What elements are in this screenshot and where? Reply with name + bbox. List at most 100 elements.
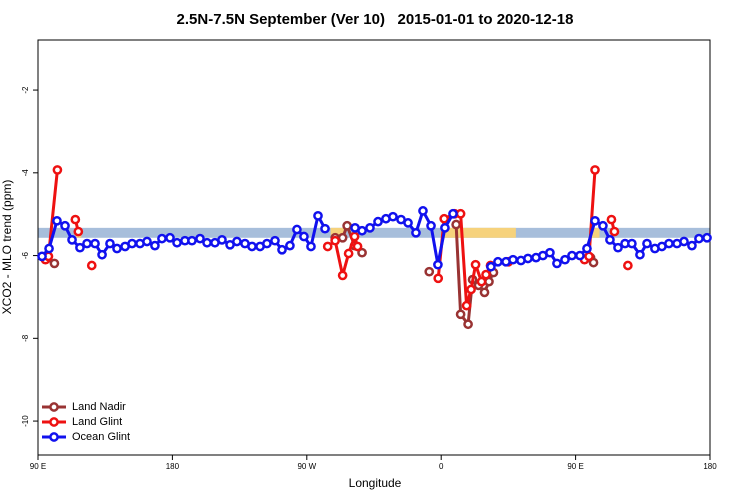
data-point	[343, 248, 354, 259]
data-point	[357, 225, 367, 236]
data-point	[590, 165, 600, 175]
data-point	[623, 260, 633, 271]
data-point	[270, 235, 280, 246]
data-point	[575, 250, 585, 261]
data-point	[73, 226, 84, 237]
data-point	[440, 222, 450, 233]
data-point	[687, 240, 697, 251]
data-point	[67, 234, 77, 245]
data-point	[44, 243, 54, 254]
data-point	[142, 236, 152, 247]
data-point	[584, 251, 594, 262]
y-tick-label: -6	[21, 251, 30, 259]
legend-marker	[49, 417, 59, 427]
x-tick-label: 90 E	[30, 462, 46, 471]
y-axis-label: XCO2 - MLO trend (ppm)	[0, 180, 14, 315]
data-point	[60, 220, 70, 231]
data-point	[635, 249, 645, 260]
data-point	[702, 232, 712, 243]
data-point	[403, 218, 413, 228]
data-point	[466, 284, 476, 295]
legend-marker	[49, 432, 59, 442]
data-point	[433, 273, 444, 284]
data-point	[433, 259, 443, 270]
data-point	[590, 215, 600, 226]
data-point	[598, 220, 608, 231]
data-point	[157, 233, 167, 244]
data-point	[461, 300, 472, 311]
data-point	[609, 226, 620, 237]
data-point	[165, 232, 175, 243]
data-point	[606, 214, 617, 225]
data-point	[588, 257, 599, 268]
legend-label: Land Glint	[72, 416, 122, 428]
data-point	[172, 237, 182, 248]
chart-title: 2.5N-7.5N September (Ver 10) 2015-01-01 …	[177, 11, 574, 28]
series-line	[46, 224, 595, 326]
data-point	[349, 231, 360, 242]
data-point	[150, 240, 160, 251]
data-point	[322, 241, 333, 252]
data-point	[418, 206, 428, 216]
data-point	[277, 244, 287, 255]
data-point	[365, 222, 375, 233]
data-point	[479, 287, 490, 298]
data-point	[508, 254, 518, 265]
data-point	[262, 238, 272, 249]
data-point	[337, 232, 348, 243]
x-tick-label: 90 W	[297, 462, 316, 471]
data-point	[448, 208, 458, 219]
data-point	[82, 238, 92, 249]
highlight	[441, 227, 516, 238]
data-point	[75, 242, 85, 253]
data-point	[552, 258, 562, 269]
data-point	[217, 234, 227, 245]
data-point	[105, 238, 115, 249]
data-point	[330, 235, 341, 246]
data-point	[232, 236, 242, 247]
data-point	[523, 253, 533, 264]
data-point	[373, 216, 383, 227]
data-point	[127, 238, 137, 249]
data-point	[627, 238, 637, 249]
y-tick-label: -10	[21, 415, 30, 427]
data-point	[411, 227, 421, 238]
data-point	[306, 241, 316, 252]
data-point	[313, 210, 323, 221]
data-point	[439, 213, 450, 224]
data-point	[52, 165, 63, 175]
legend-marker	[49, 402, 59, 412]
data-point	[202, 237, 212, 248]
data-point	[90, 238, 100, 249]
data-point	[679, 236, 689, 247]
x-tick-label: 0	[439, 462, 444, 471]
data-point	[486, 261, 496, 272]
x-axis-label: Longitude	[349, 476, 402, 490]
data-point	[49, 258, 60, 269]
data-point	[86, 260, 97, 271]
legend-label: Ocean Glint	[72, 431, 130, 443]
x-tick-label: 180	[703, 462, 717, 471]
data-point	[337, 270, 348, 281]
data-point	[112, 243, 122, 254]
data-point	[664, 238, 674, 249]
data-point	[320, 223, 330, 234]
data-point	[694, 233, 704, 244]
data-point	[582, 243, 592, 254]
data-point	[247, 241, 257, 252]
data-point	[567, 250, 577, 261]
data-point	[70, 214, 81, 225]
x-tick-label: 180	[166, 462, 180, 471]
data-point	[463, 319, 473, 330]
data-point	[613, 242, 623, 253]
data-point	[642, 238, 652, 249]
data-point	[357, 247, 367, 258]
data-point	[605, 234, 615, 245]
data-point	[481, 269, 491, 280]
band	[38, 227, 710, 238]
legend-label: Land Nadir	[72, 401, 126, 413]
data-point	[97, 249, 107, 260]
data-point	[470, 259, 481, 270]
data-point	[37, 251, 47, 262]
y-tick-label: -4	[21, 169, 30, 177]
